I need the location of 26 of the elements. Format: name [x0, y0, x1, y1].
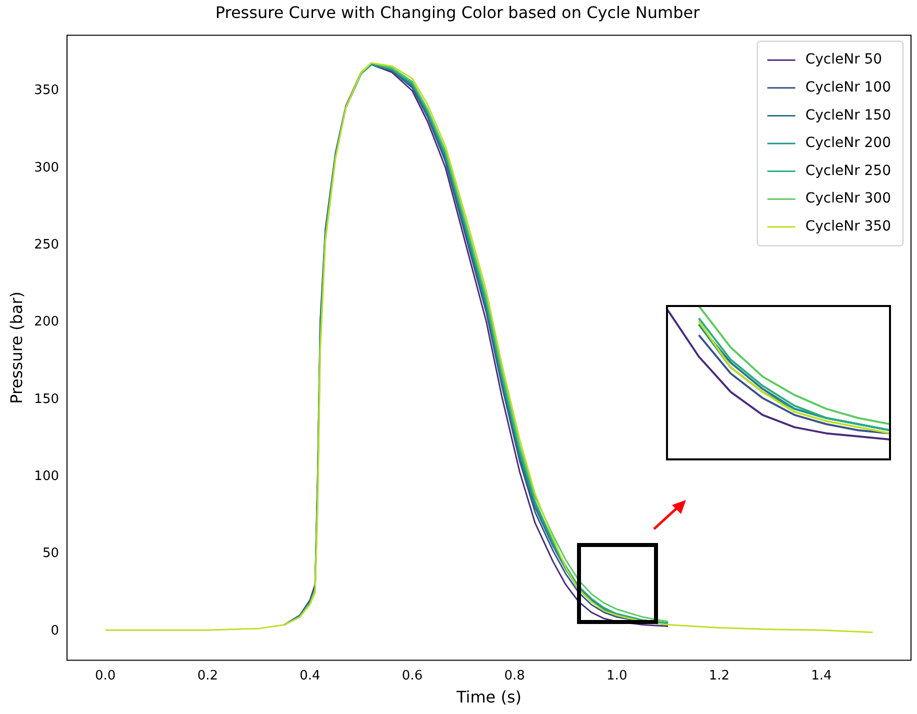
legend-label: CycleNr 50 — [805, 52, 882, 68]
y-tick-label: 250 — [34, 237, 60, 252]
chart-title: Pressure Curve with Changing Color based on Cycle Number — [215, 2, 700, 22]
x-tick-label: 0.4 — [300, 668, 320, 684]
y-tick-label: 200 — [34, 314, 60, 330]
legend-label: CycleNr 100 — [805, 80, 892, 96]
x-tick-label: 0.2 — [197, 668, 218, 684]
y-tick-label: 300 — [34, 160, 60, 176]
x-axis-title: Time (s) — [455, 688, 522, 707]
x-tick-label: 0.0 — [95, 668, 116, 684]
x-tick-label: 1.2 — [708, 668, 730, 684]
y-tick-label: 150 — [34, 392, 60, 407]
y-tick-label: 350 — [34, 83, 60, 98]
x-tick-label: 0.8 — [504, 668, 525, 684]
y-tick-label: 100 — [34, 468, 60, 484]
y-axis-title: Pressure (bar) — [6, 291, 26, 404]
legend-label: CycleNr 300 — [805, 190, 892, 207]
legend-label: CycleNr 350 — [805, 218, 892, 235]
legend-label: CycleNr 150 — [805, 107, 892, 124]
x-tick-label: 0.6 — [402, 668, 423, 684]
legend-label: CycleNr 250 — [805, 162, 892, 179]
x-tick-label: 1.0 — [606, 668, 628, 684]
x-tick-label: 1.4 — [811, 668, 832, 684]
y-tick-label: 0 — [50, 623, 60, 638]
y-tick-label: 50 — [42, 546, 60, 562]
legend-label: CycleNr 200 — [805, 135, 892, 152]
